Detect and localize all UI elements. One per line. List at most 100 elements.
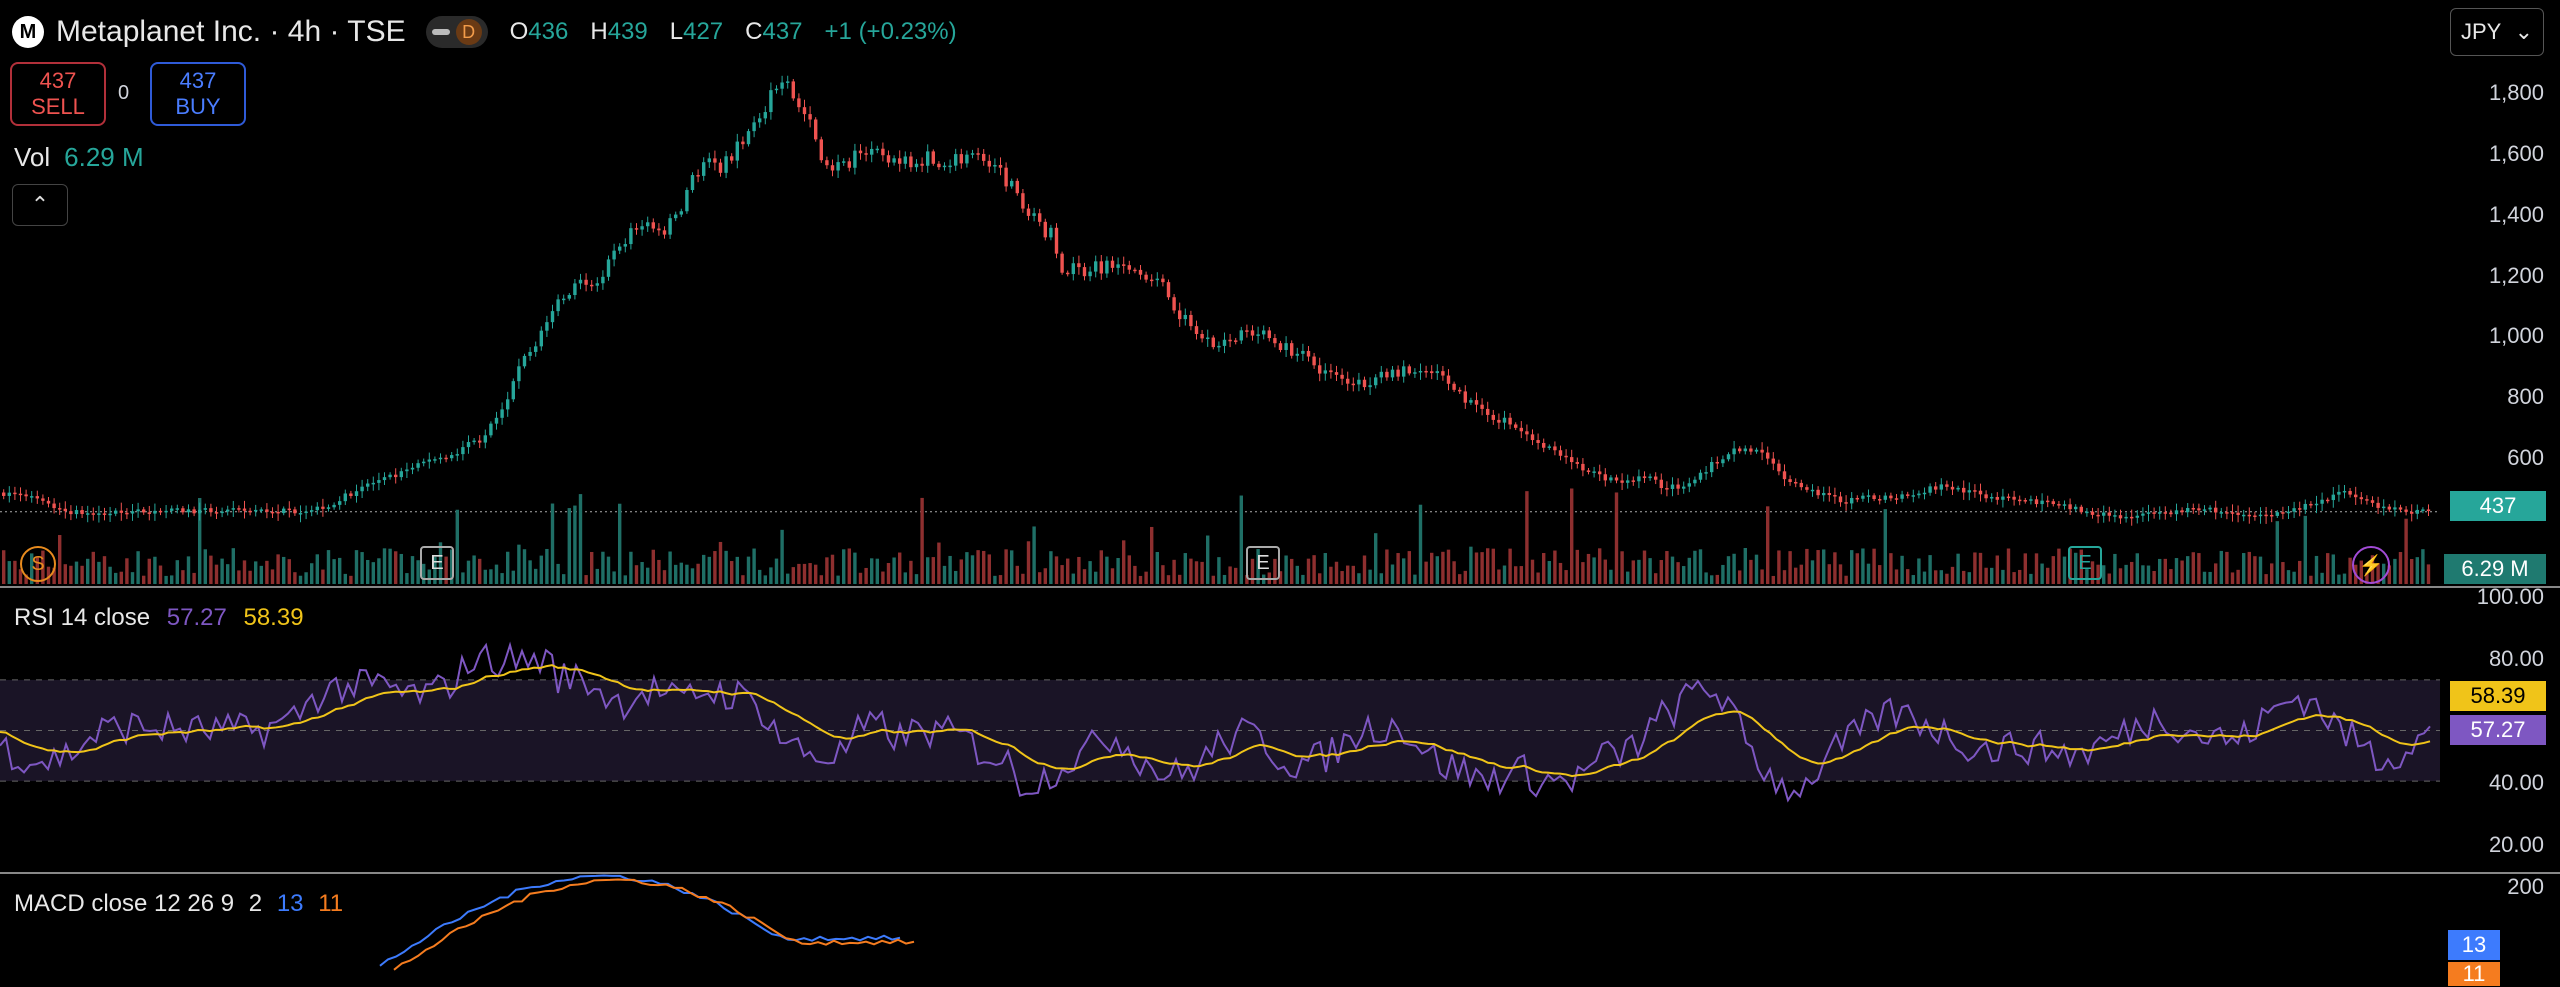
- candle-body: [1015, 180, 1019, 194]
- candle-body: [2348, 490, 2352, 495]
- candle-body: [735, 141, 739, 161]
- volume-bar: [1390, 564, 1395, 584]
- candle-body: [1127, 265, 1131, 270]
- earnings-marker[interactable]: E: [2068, 546, 2102, 580]
- candle-body: [422, 461, 426, 464]
- candle-body: [909, 156, 913, 168]
- rsi-tick: 20.00: [2488, 832, 2544, 857]
- rsi-legend[interactable]: RSI 14 close 57.27 58.39: [14, 604, 304, 632]
- candle-body: [842, 161, 846, 163]
- candle-body: [1021, 193, 1025, 209]
- volume-bar: [534, 568, 538, 584]
- volume-bar: [1239, 495, 1243, 584]
- volume-bar: [226, 564, 230, 584]
- candle-body: [1536, 440, 1540, 443]
- candle-body: [702, 162, 706, 176]
- volume-bar: [2426, 564, 2431, 584]
- candle-body: [478, 440, 482, 443]
- sell-button[interactable]: 437 SELL: [10, 62, 106, 126]
- candle-body: [433, 459, 437, 461]
- candle-body: [1323, 370, 1327, 374]
- volume-bar: [802, 563, 807, 584]
- earnings-marker[interactable]: E: [420, 546, 454, 580]
- volume-bar: [2208, 571, 2212, 584]
- candle-body: [1782, 471, 1787, 480]
- pane-separator[interactable]: [0, 586, 2560, 588]
- split-marker[interactable]: S: [20, 546, 56, 582]
- candle-body: [69, 511, 73, 515]
- volume-bar: [1962, 570, 1966, 584]
- volume-bar: [1984, 567, 1988, 584]
- candle-body: [1900, 494, 1904, 499]
- candle-body: [1693, 479, 1697, 484]
- volume-bar: [1609, 569, 1613, 584]
- volume-bar: [640, 562, 644, 584]
- volume-bar: [114, 572, 118, 584]
- open-value: O436: [509, 18, 569, 45]
- volume-bar: [1838, 564, 1843, 584]
- volume-bar: [1228, 566, 1232, 584]
- volume-bar: [909, 560, 913, 584]
- candle-body: [1586, 470, 1591, 473]
- symbol-logo[interactable]: M: [12, 16, 44, 48]
- volume-bar: [1088, 561, 1092, 584]
- volume-bar: [903, 572, 907, 584]
- volume-bar: [1463, 570, 1467, 584]
- volume-bar: [2415, 557, 2419, 584]
- volume-bar: [2130, 561, 2134, 584]
- candle-body: [1379, 371, 1383, 378]
- candle-body: [2, 492, 6, 496]
- volume-bar: [1144, 571, 1148, 584]
- candle-body: [1542, 442, 1546, 448]
- candle-body: [1704, 472, 1708, 474]
- volume-bar: [562, 574, 566, 584]
- candle-body: [1239, 330, 1243, 341]
- candle-body: [130, 511, 135, 514]
- symbol-title[interactable]: Metaplanet Inc. · 4h · TSE: [56, 15, 406, 48]
- candle-body: [1738, 448, 1742, 452]
- candle-body: [1228, 339, 1232, 342]
- candle-body: [786, 81, 790, 83]
- currency-select[interactable]: JPY ⌄: [2450, 8, 2544, 56]
- dividend-lightning-icon[interactable]: ⚡: [2352, 546, 2390, 584]
- price-chart[interactable]: [0, 0, 2440, 586]
- candle-body: [2085, 511, 2089, 514]
- macd-legend[interactable]: MACD close 12 26 9 2 13 11: [14, 890, 343, 918]
- candle-body: [1312, 356, 1316, 366]
- price-tick: 1,400: [2488, 202, 2544, 227]
- pane-separator[interactable]: [0, 872, 2560, 874]
- macd-chart[interactable]: [0, 874, 2440, 986]
- volume-bar: [629, 551, 633, 584]
- candle-body: [1950, 486, 1955, 490]
- volume-bar: [1133, 565, 1137, 584]
- rsi-chart[interactable]: [0, 588, 2440, 872]
- volume-bar: [1486, 548, 1490, 584]
- volume-bar: [1917, 558, 1921, 584]
- candle-body: [259, 509, 263, 511]
- earnings-marker[interactable]: E: [1246, 546, 1280, 580]
- candle-body: [651, 222, 655, 229]
- candle-body: [2370, 500, 2375, 503]
- volume-bar: [1693, 550, 1697, 584]
- volume-bar: [786, 573, 790, 584]
- candle-body: [1833, 495, 1837, 497]
- candle-body: [601, 276, 605, 284]
- candle-body: [1777, 463, 1781, 472]
- volume-bar: [175, 560, 179, 584]
- volume-bar: [494, 564, 499, 584]
- collapse-legend-button[interactable]: ⌃: [12, 184, 68, 226]
- volume-legend[interactable]: Vol 6.29 M: [14, 142, 144, 173]
- market-mode-pill[interactable]: D: [425, 16, 488, 48]
- candle-body: [2354, 494, 2358, 498]
- candle-body: [1250, 330, 1255, 336]
- candle-body: [338, 501, 342, 505]
- candle-body: [758, 118, 762, 123]
- candle-body: [1155, 278, 1159, 281]
- volume-bar: [1502, 565, 1507, 584]
- candle-body: [578, 279, 583, 284]
- buy-label: BUY: [175, 94, 221, 119]
- rsi-label: RSI 14 close: [14, 604, 151, 631]
- buy-button[interactable]: 437 BUY: [150, 62, 246, 126]
- candle-body: [175, 508, 179, 510]
- candle-body: [1094, 261, 1098, 272]
